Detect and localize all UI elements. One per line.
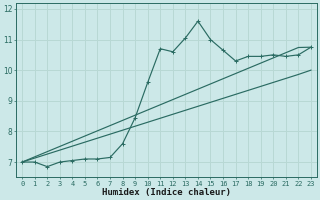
X-axis label: Humidex (Indice chaleur): Humidex (Indice chaleur): [102, 188, 231, 197]
